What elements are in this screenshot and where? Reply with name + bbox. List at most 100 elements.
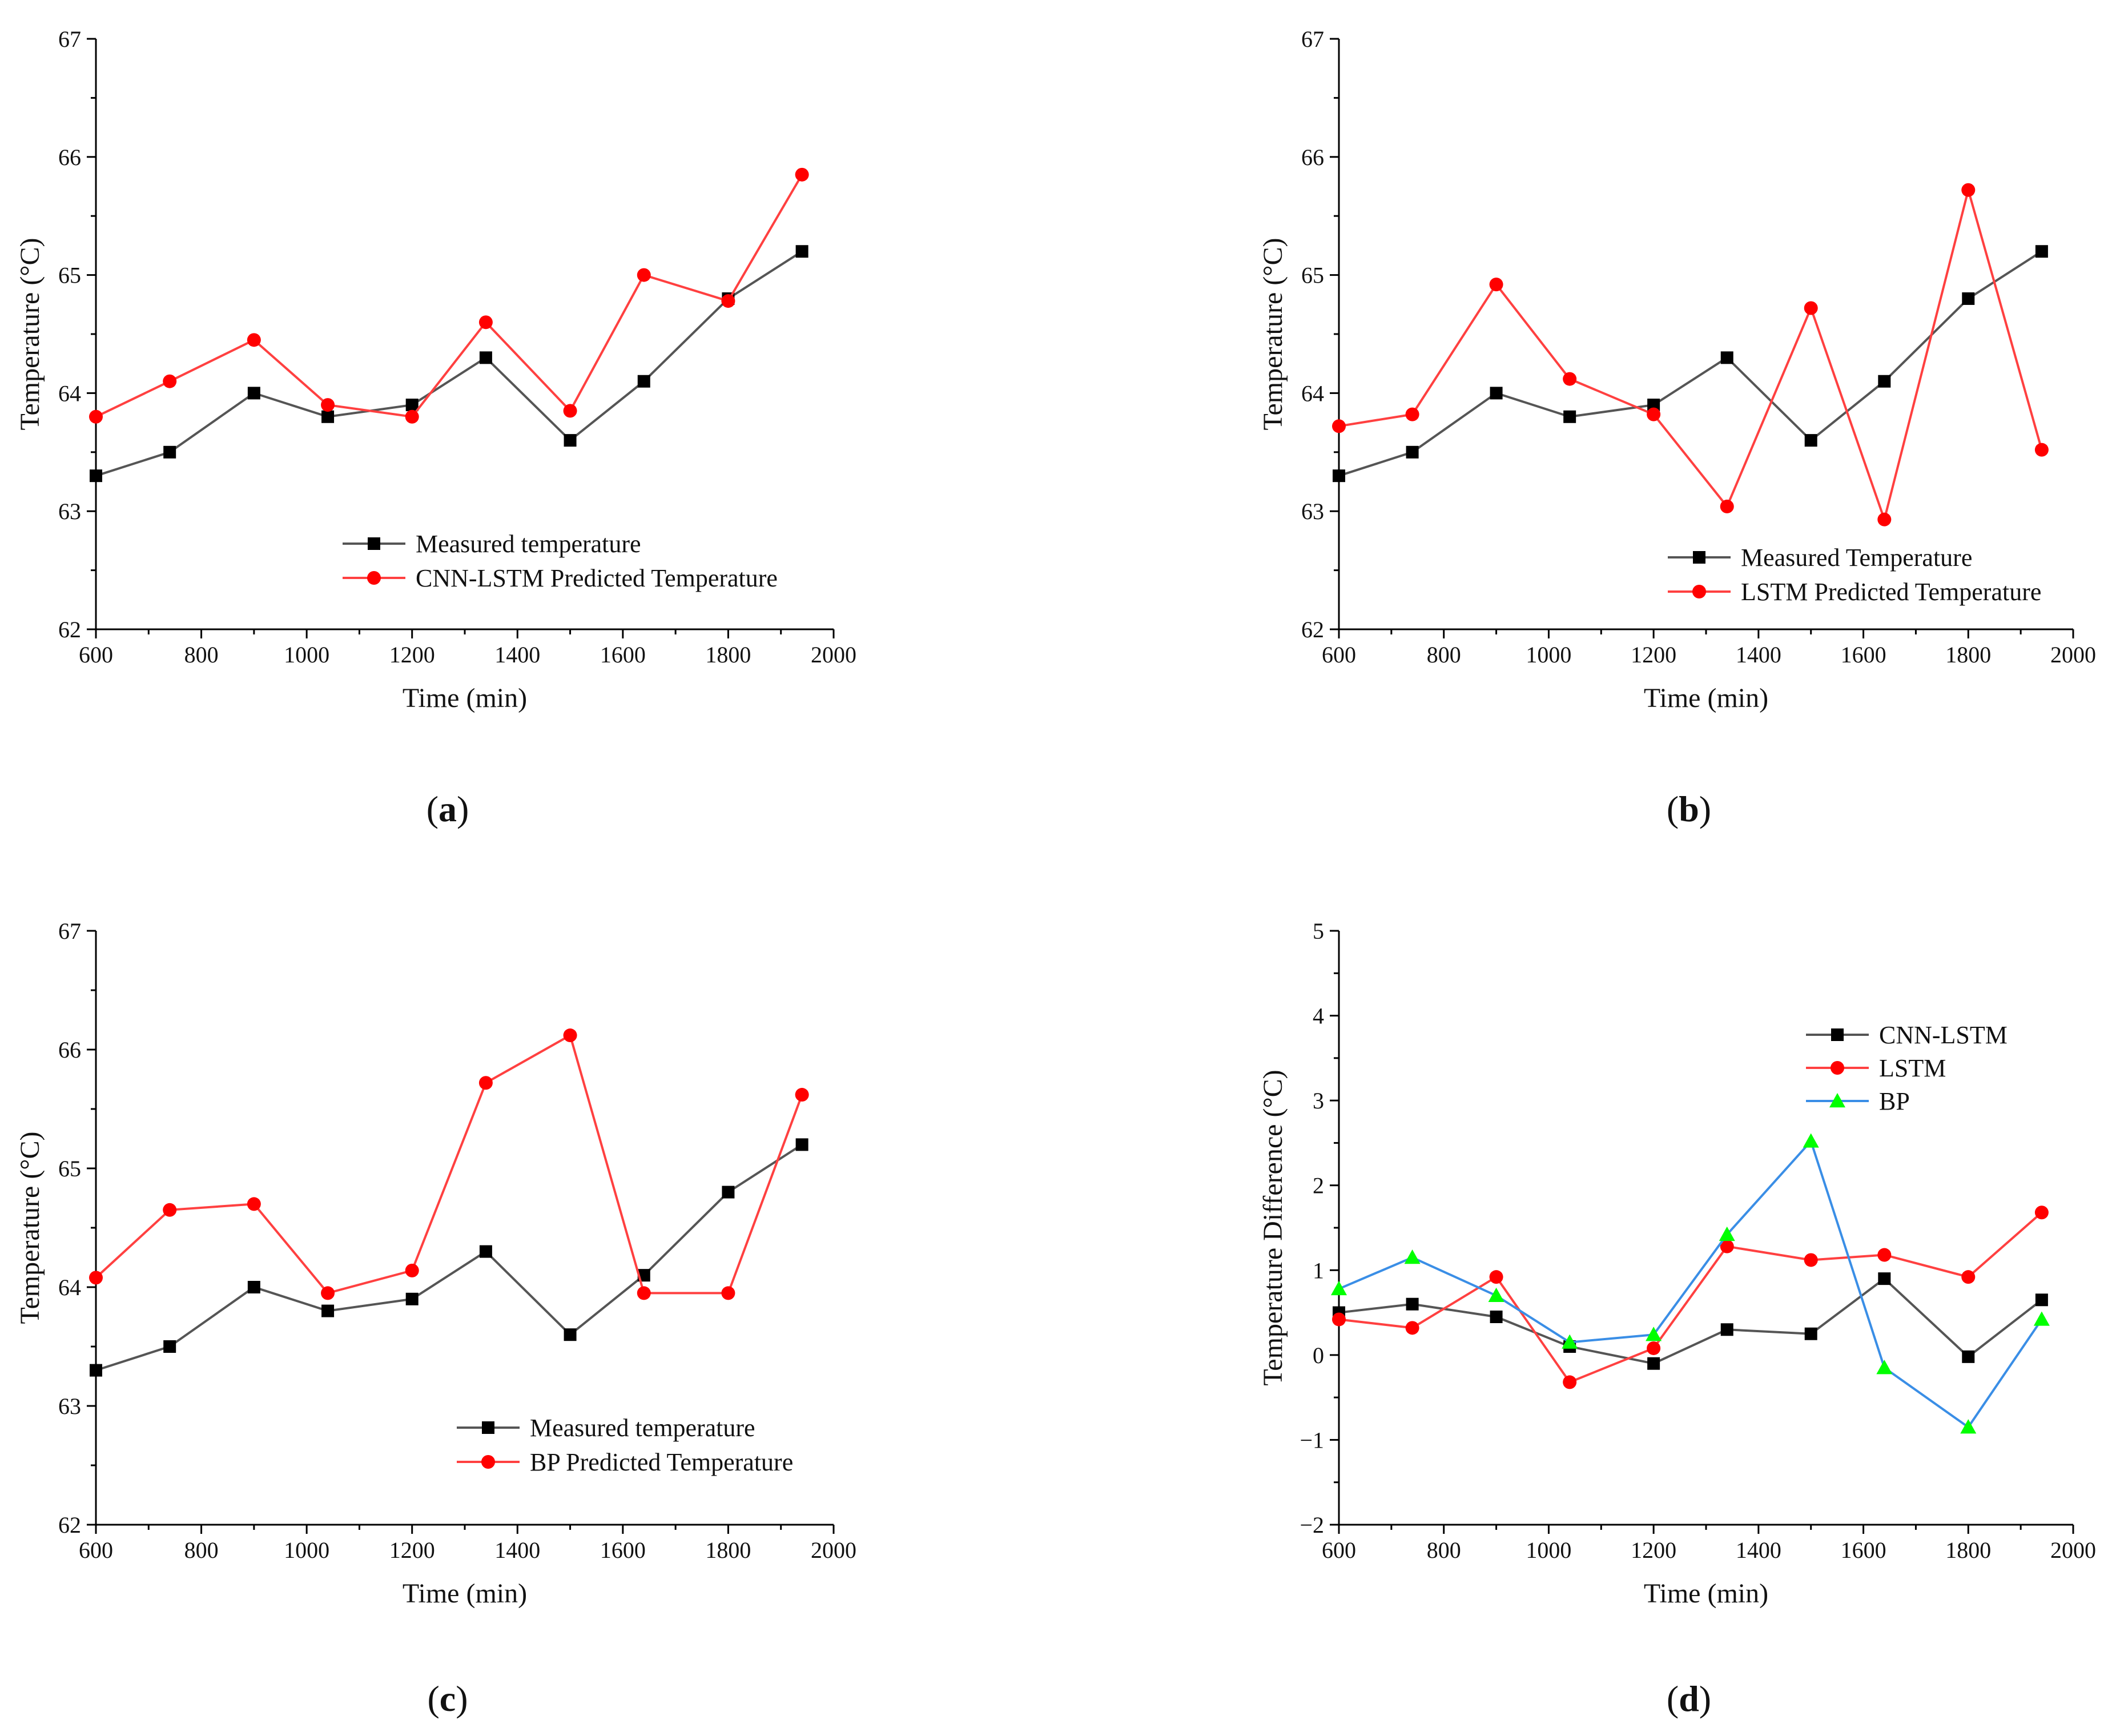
data-point — [1646, 1327, 1662, 1341]
data-point — [479, 1245, 492, 1258]
series-line — [95, 1143, 803, 1372]
chart-a-axes: 600 800 1000 1200 1400 1600 1800 2000 62 63 64 65 66… — [15, 26, 856, 713]
data-point — [795, 167, 809, 182]
data-point — [163, 445, 176, 459]
legend-marker — [482, 1421, 494, 1434]
data-point — [1490, 1311, 1503, 1323]
chart-c-legend: Measured temperature BP Predicted Tempera… — [457, 1414, 793, 1476]
data-point — [1647, 1341, 1661, 1355]
legend-label: BP — [1879, 1087, 1910, 1115]
y-tick-label: 66 — [58, 1037, 81, 1063]
data-point — [1962, 1350, 1975, 1363]
data-point — [1405, 407, 1419, 421]
data-point — [2034, 1205, 2049, 1220]
data-point — [405, 409, 419, 424]
x-tick-label: 1400 — [1736, 1537, 1781, 1563]
data-point — [637, 375, 650, 388]
chart-c-svg: 600 800 1000 1200 1400 1600 1800 2000 62 63 64 65 66… — [15, 918, 856, 1719]
data-point — [563, 1028, 577, 1043]
data-point — [405, 1292, 419, 1305]
legend-label: LSTM — [1879, 1054, 1946, 1082]
series-measured-temperature — [1333, 245, 2048, 483]
data-point — [2034, 443, 2049, 457]
y-tick-label: 63 — [58, 1393, 81, 1419]
x-axis-title: Time (min) — [403, 1578, 527, 1609]
data-point — [1406, 445, 1419, 459]
x-tick-label: 800 — [1427, 1537, 1461, 1563]
data-point — [247, 333, 261, 347]
legend-label: Measured Temperature — [1741, 544, 1972, 572]
y-axis-title: Temperature Difference (°C) — [1258, 1070, 1288, 1385]
data-point — [795, 245, 808, 258]
data-point — [1877, 1248, 1892, 1262]
data-point — [1804, 434, 1817, 447]
chart-d-legend: CNN-LSTM LSTM BP — [1806, 1021, 2008, 1115]
data-point — [2035, 1293, 2048, 1307]
data-point — [721, 294, 735, 308]
series-line — [1338, 185, 2043, 524]
x-tick-label: 1000 — [1526, 642, 1571, 668]
chart-d-axes: 600 800 1000 1200 1400 1600 1800 2000 −2 −1 0 1 2 3 4 5… — [1258, 918, 2096, 1609]
x-tick-label: 1600 — [600, 1537, 646, 1563]
y-tick-label: −2 — [1300, 1512, 1324, 1538]
data-point — [321, 1304, 335, 1317]
series-measured-temperature — [90, 245, 808, 483]
legend-marker — [1831, 1028, 1844, 1041]
data-point — [1961, 183, 1976, 197]
chart-panel-b: 600 800 1000 1200 1400 1600 1800 2000 62 63 64 65 66… — [1058, 0, 2116, 868]
data-point — [1333, 469, 1345, 483]
data-point — [1563, 410, 1576, 423]
series-line — [1338, 1139, 2043, 1429]
y-tick-label: 65 — [58, 263, 81, 288]
data-point — [1720, 1239, 1734, 1253]
x-tick-label: 1800 — [1945, 642, 1991, 668]
data-point — [321, 398, 335, 412]
x-tick-label: 1000 — [284, 1537, 329, 1563]
chart-a-svg: 600 800 1000 1200 1400 1600 1800 2000 62 63 64 65 66… — [15, 26, 856, 829]
x-tick-label: 600 — [1322, 1537, 1356, 1563]
data-point — [563, 404, 577, 418]
y-tick-label: 0 — [1313, 1343, 1324, 1368]
x-tick-label: 1400 — [494, 1537, 540, 1563]
chart-b-axes: 600 800 1000 1200 1400 1600 1800 2000 62 63 64 65 66… — [1258, 26, 2096, 713]
y-tick-label: 62 — [1301, 617, 1324, 642]
legend-label: Measured temperature — [530, 1414, 755, 1442]
legend-label: Measured temperature — [416, 530, 641, 558]
x-tick-label: 1600 — [1841, 642, 1886, 668]
x-tick-label: 1600 — [1841, 1537, 1886, 1563]
data-point — [1489, 278, 1503, 292]
data-point — [2033, 1311, 2050, 1326]
chart-panel-a: 600 800 1000 1200 1400 1600 1800 2000 62 63 64 65 66… — [0, 0, 1058, 868]
x-tick-label: 1200 — [389, 1537, 435, 1563]
y-tick-label: 64 — [1301, 380, 1324, 406]
y-tick-label: 62 — [58, 617, 81, 642]
legend-label: LSTM Predicted Temperature — [1741, 578, 2041, 606]
series-line — [1338, 250, 2042, 477]
chart-d-svg: 600 800 1000 1200 1400 1600 1800 2000 −2 −1 0 1 2 3 4 5… — [1258, 918, 2096, 1719]
data-point — [1331, 1280, 1347, 1296]
chart-c-axes: 600 800 1000 1200 1400 1600 1800 2000 62 63 64 65 66… — [15, 918, 856, 1609]
data-point — [1962, 292, 1975, 305]
y-tick-label: 67 — [58, 918, 81, 944]
legend-label: CNN-LSTM — [1879, 1021, 2008, 1049]
legend-label: BP Predicted Temperature — [530, 1448, 793, 1476]
data-point — [1878, 1272, 1891, 1285]
caption-d: (d) — [1667, 1678, 1711, 1719]
data-point — [637, 1286, 651, 1300]
series-lstm-predicted-temperature — [1332, 183, 2049, 527]
x-tick-label: 1400 — [494, 642, 540, 668]
x-tick-label: 1200 — [1631, 642, 1676, 668]
series-line — [95, 174, 803, 418]
chart-panel-d: 600 800 1000 1200 1400 1600 1800 2000 −2 −1 0 1 2 3 4 5… — [1058, 868, 2116, 1736]
legend-marker — [1831, 1061, 1844, 1075]
x-axis-title: Time (min) — [1644, 1578, 1768, 1609]
y-axis-title: Temperature (°C) — [15, 238, 45, 430]
legend-label: CNN-LSTM Predicted Temperature — [416, 564, 778, 592]
series-cnn-lstm-predicted-temperature — [89, 167, 809, 424]
data-point — [1404, 1249, 1421, 1264]
data-point — [564, 434, 577, 447]
x-tick-label: 1800 — [705, 1537, 751, 1563]
x-tick-label: 800 — [184, 1537, 219, 1563]
x-axis-title: Time (min) — [1644, 683, 1768, 713]
legend-marker — [1829, 1093, 1845, 1108]
